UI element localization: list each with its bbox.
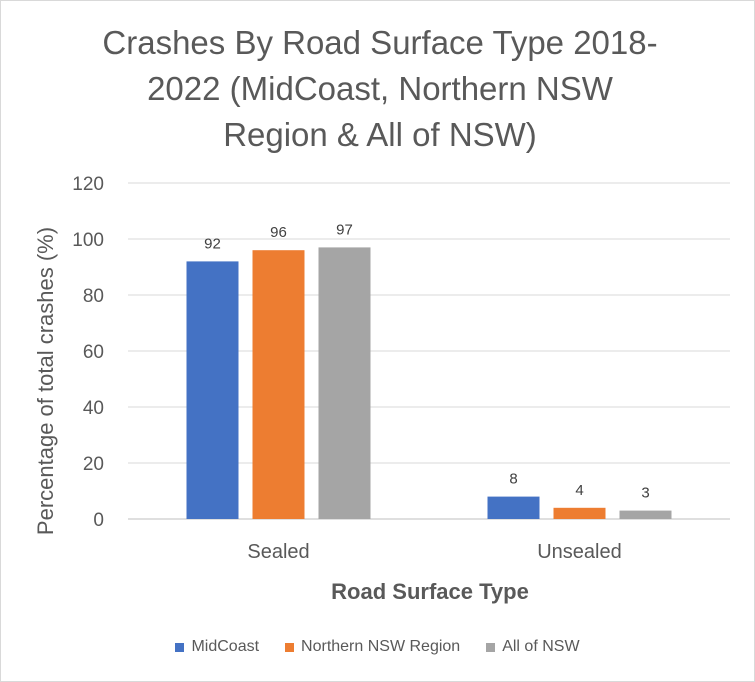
legend-label-midcoast: MidCoast <box>191 638 260 655</box>
chart-title: Crashes By Road Surface Type 2018- 2022 … <box>60 20 700 158</box>
y-tick-label-20: 20 <box>83 454 104 475</box>
bar-sealed-all-of-nsw <box>318 247 371 519</box>
data-label-sealed-northern-nsw-region: 96 <box>270 224 287 241</box>
y-tick-label-120: 120 <box>72 174 104 195</box>
bar-unsealed-northern-nsw-region <box>553 507 606 519</box>
legend-swatch-northern-nsw <box>285 642 295 652</box>
legend-item-midcoast: MidCoast <box>175 638 259 656</box>
bar-unsealed-all-of-nsw <box>619 510 672 519</box>
x-tick-label-sealed: Sealed <box>247 541 309 563</box>
bar-sealed-midcoast <box>186 261 239 519</box>
chart-title-line-2: 2022 (MidCoast, Northern NSW <box>147 70 613 107</box>
y-tick-label-100: 100 <box>72 230 104 251</box>
legend: MidCoast Northern NSW Region All of NSW <box>0 638 755 656</box>
data-labels: 92 96 97 8 4 3 <box>204 221 650 501</box>
data-label-unsealed-all-of-nsw: 3 <box>641 485 649 502</box>
x-tick-labels: Sealed Unsealed <box>247 541 621 563</box>
legend-item-northern-nsw: Northern NSW Region <box>285 638 460 656</box>
legend-swatch-all-nsw <box>486 642 496 652</box>
legend-swatch-midcoast <box>175 642 185 652</box>
bar-sealed-northern-nsw-region <box>252 250 305 519</box>
data-label-unsealed-midcoast: 8 <box>509 471 517 488</box>
y-tick-labels: 0 20 40 60 80 100 120 <box>72 174 104 531</box>
y-tick-label-0: 0 <box>93 510 104 531</box>
x-tick-label-unsealed: Unsealed <box>537 541 622 563</box>
data-label-sealed-midcoast: 92 <box>204 235 221 252</box>
y-tick-label-80: 80 <box>83 286 104 307</box>
legend-label-all-nsw: All of NSW <box>502 638 580 655</box>
bar-unsealed-midcoast <box>487 496 540 519</box>
bars <box>186 247 672 519</box>
y-tick-label-40: 40 <box>83 398 104 419</box>
y-tick-label-60: 60 <box>83 342 104 363</box>
legend-item-all-nsw: All of NSW <box>486 638 580 656</box>
data-label-sealed-all-of-nsw: 97 <box>336 221 353 238</box>
data-label-unsealed-northern-nsw-region: 4 <box>575 482 583 499</box>
legend-label-northern-nsw: Northern NSW Region <box>301 638 461 655</box>
x-axis-label: Road Surface Type <box>331 579 529 604</box>
chart-title-line-1: Crashes By Road Surface Type 2018- <box>102 24 658 61</box>
y-axis-label: Percentage of total crashes (%) <box>33 227 58 535</box>
chart-title-line-3: Region & All of NSW) <box>223 116 537 153</box>
